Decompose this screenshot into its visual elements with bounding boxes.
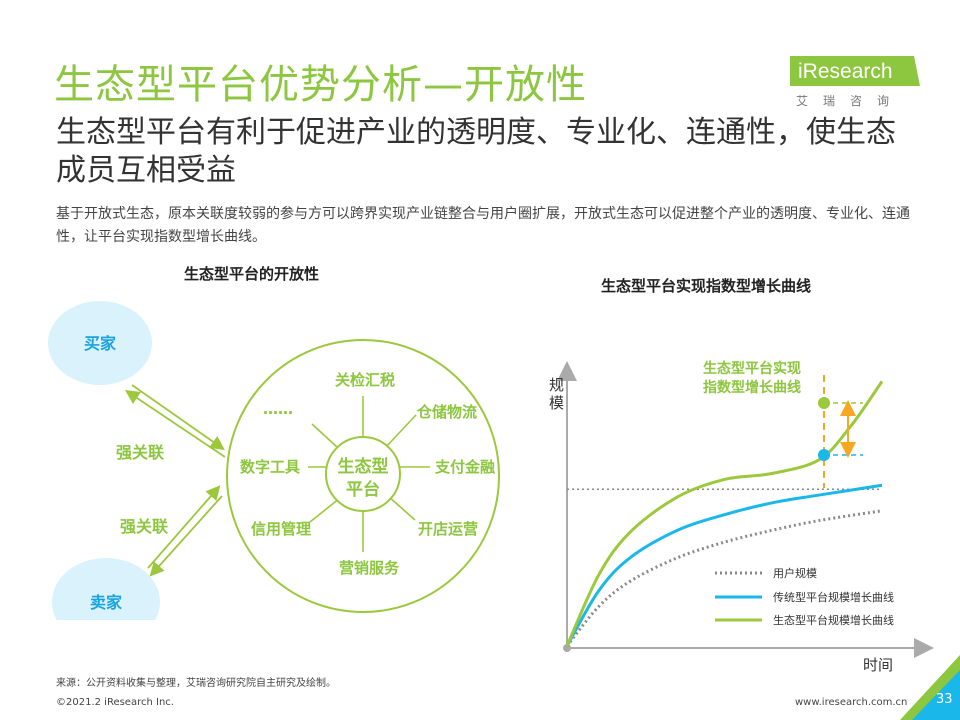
link-label-top: 强关联: [116, 443, 164, 462]
growth-chart: 规 模 时间 生态型平台实现 指数型增长曲线 用户规模 传统型平台规模增长曲线 …: [549, 360, 934, 674]
spoke-line-bottom-right: [387, 495, 416, 521]
seller-to-platform-arrow: [147, 485, 221, 569]
subtitle: 生态型平台有利于促进产业的透明度、专业化、连通性，使生态成员互相受益: [56, 115, 896, 188]
spoke-digital-tools: 数字工具: [240, 458, 300, 476]
buyer-to-platform-arrow: [131, 384, 225, 451]
platform-center-line2: 平台: [346, 479, 380, 500]
spoke-payment-finance: 支付金融: [434, 458, 495, 476]
description: 基于开放式生态，原本关联度较弱的参与方可以跨界实现产业链整合与用户圈扩展，开放式…: [56, 206, 910, 245]
traditional-highlight-dot: [818, 449, 830, 461]
spoke-marketing-service: 营销服务: [339, 559, 400, 577]
ecosystem-highlight-dot: [818, 397, 830, 409]
logo-cn: 艾瑞咨询: [796, 94, 905, 108]
y-axis-label-2: 模: [549, 394, 564, 412]
origin-dot: [563, 644, 571, 652]
spoke-line-top-left: [311, 423, 339, 449]
openness-diagram-heading: 生态型平台的开放性: [184, 265, 320, 283]
growth-chart-heading: 生态型平台实现指数型增长曲线: [601, 277, 812, 295]
legend: 用户规模 传统型平台规模增长曲线 生态型平台规模增长曲线: [715, 566, 894, 627]
openness-diagram: 买家 卖家 强关联 强关联 生态型 平台 关检汇税 仓储物流 支付金融 开店运营…: [48, 301, 500, 620]
series-line-user-scale: [565, 509, 883, 647]
legend-label-ecosystem: 生态型平台规模增长曲线: [773, 613, 894, 627]
platform-inner-circle: [325, 436, 401, 512]
logo-brand: iResearch: [798, 60, 893, 83]
platform-to-buyer-arrow: [125, 389, 226, 458]
page-title: 生态型平台优势分析—开放性: [54, 62, 587, 108]
buyer-bubble: [48, 301, 152, 385]
spoke-customs-tax: 关检汇税: [335, 371, 395, 389]
platform-center-line1: 生态型: [338, 456, 389, 477]
iresearch-logo: iResearch 艾瑞咨询: [790, 52, 930, 112]
link-label-bottom: 强关联: [120, 517, 168, 536]
source-note: 来源：公开资料收集与整理，艾瑞咨询研究院自主研究及绘制。: [56, 678, 336, 689]
buyer-label: 买家: [84, 334, 117, 353]
callout-text-line2: 指数型增长曲线: [703, 379, 801, 396]
seller-label: 卖家: [90, 593, 123, 612]
y-axis-label-1: 规: [549, 376, 564, 394]
spoke-line-bottom-left: [309, 497, 341, 523]
spoke-line-top-right: [383, 414, 417, 450]
callout-text-line1: 生态型平台实现: [703, 360, 801, 377]
page-corner-badge: [900, 655, 960, 720]
page-number: 33: [936, 692, 953, 707]
spoke-store-operation: 开店运营: [418, 520, 478, 538]
x-axis-label: 时间: [863, 656, 893, 674]
logo-badge: [790, 56, 920, 86]
spoke-credit-management: 信用管理: [251, 520, 311, 538]
legend-label-user-scale: 用户规模: [773, 566, 817, 580]
series-line-ecosystem-platform: [565, 380, 884, 647]
series-line-traditional-platform: [565, 483, 883, 647]
legend-label-traditional: 传统型平台规模增长曲线: [773, 590, 894, 604]
seller-bubble: [52, 558, 160, 620]
website: www.iresearch.com.cn: [795, 697, 908, 708]
copyright: ©2021.2 iResearch Inc.: [56, 697, 174, 708]
spoke-ellipsis: ……: [263, 400, 293, 418]
spoke-warehousing-logistics: 仓储物流: [416, 403, 477, 421]
platform-to-seller-arrow: [149, 495, 223, 577]
